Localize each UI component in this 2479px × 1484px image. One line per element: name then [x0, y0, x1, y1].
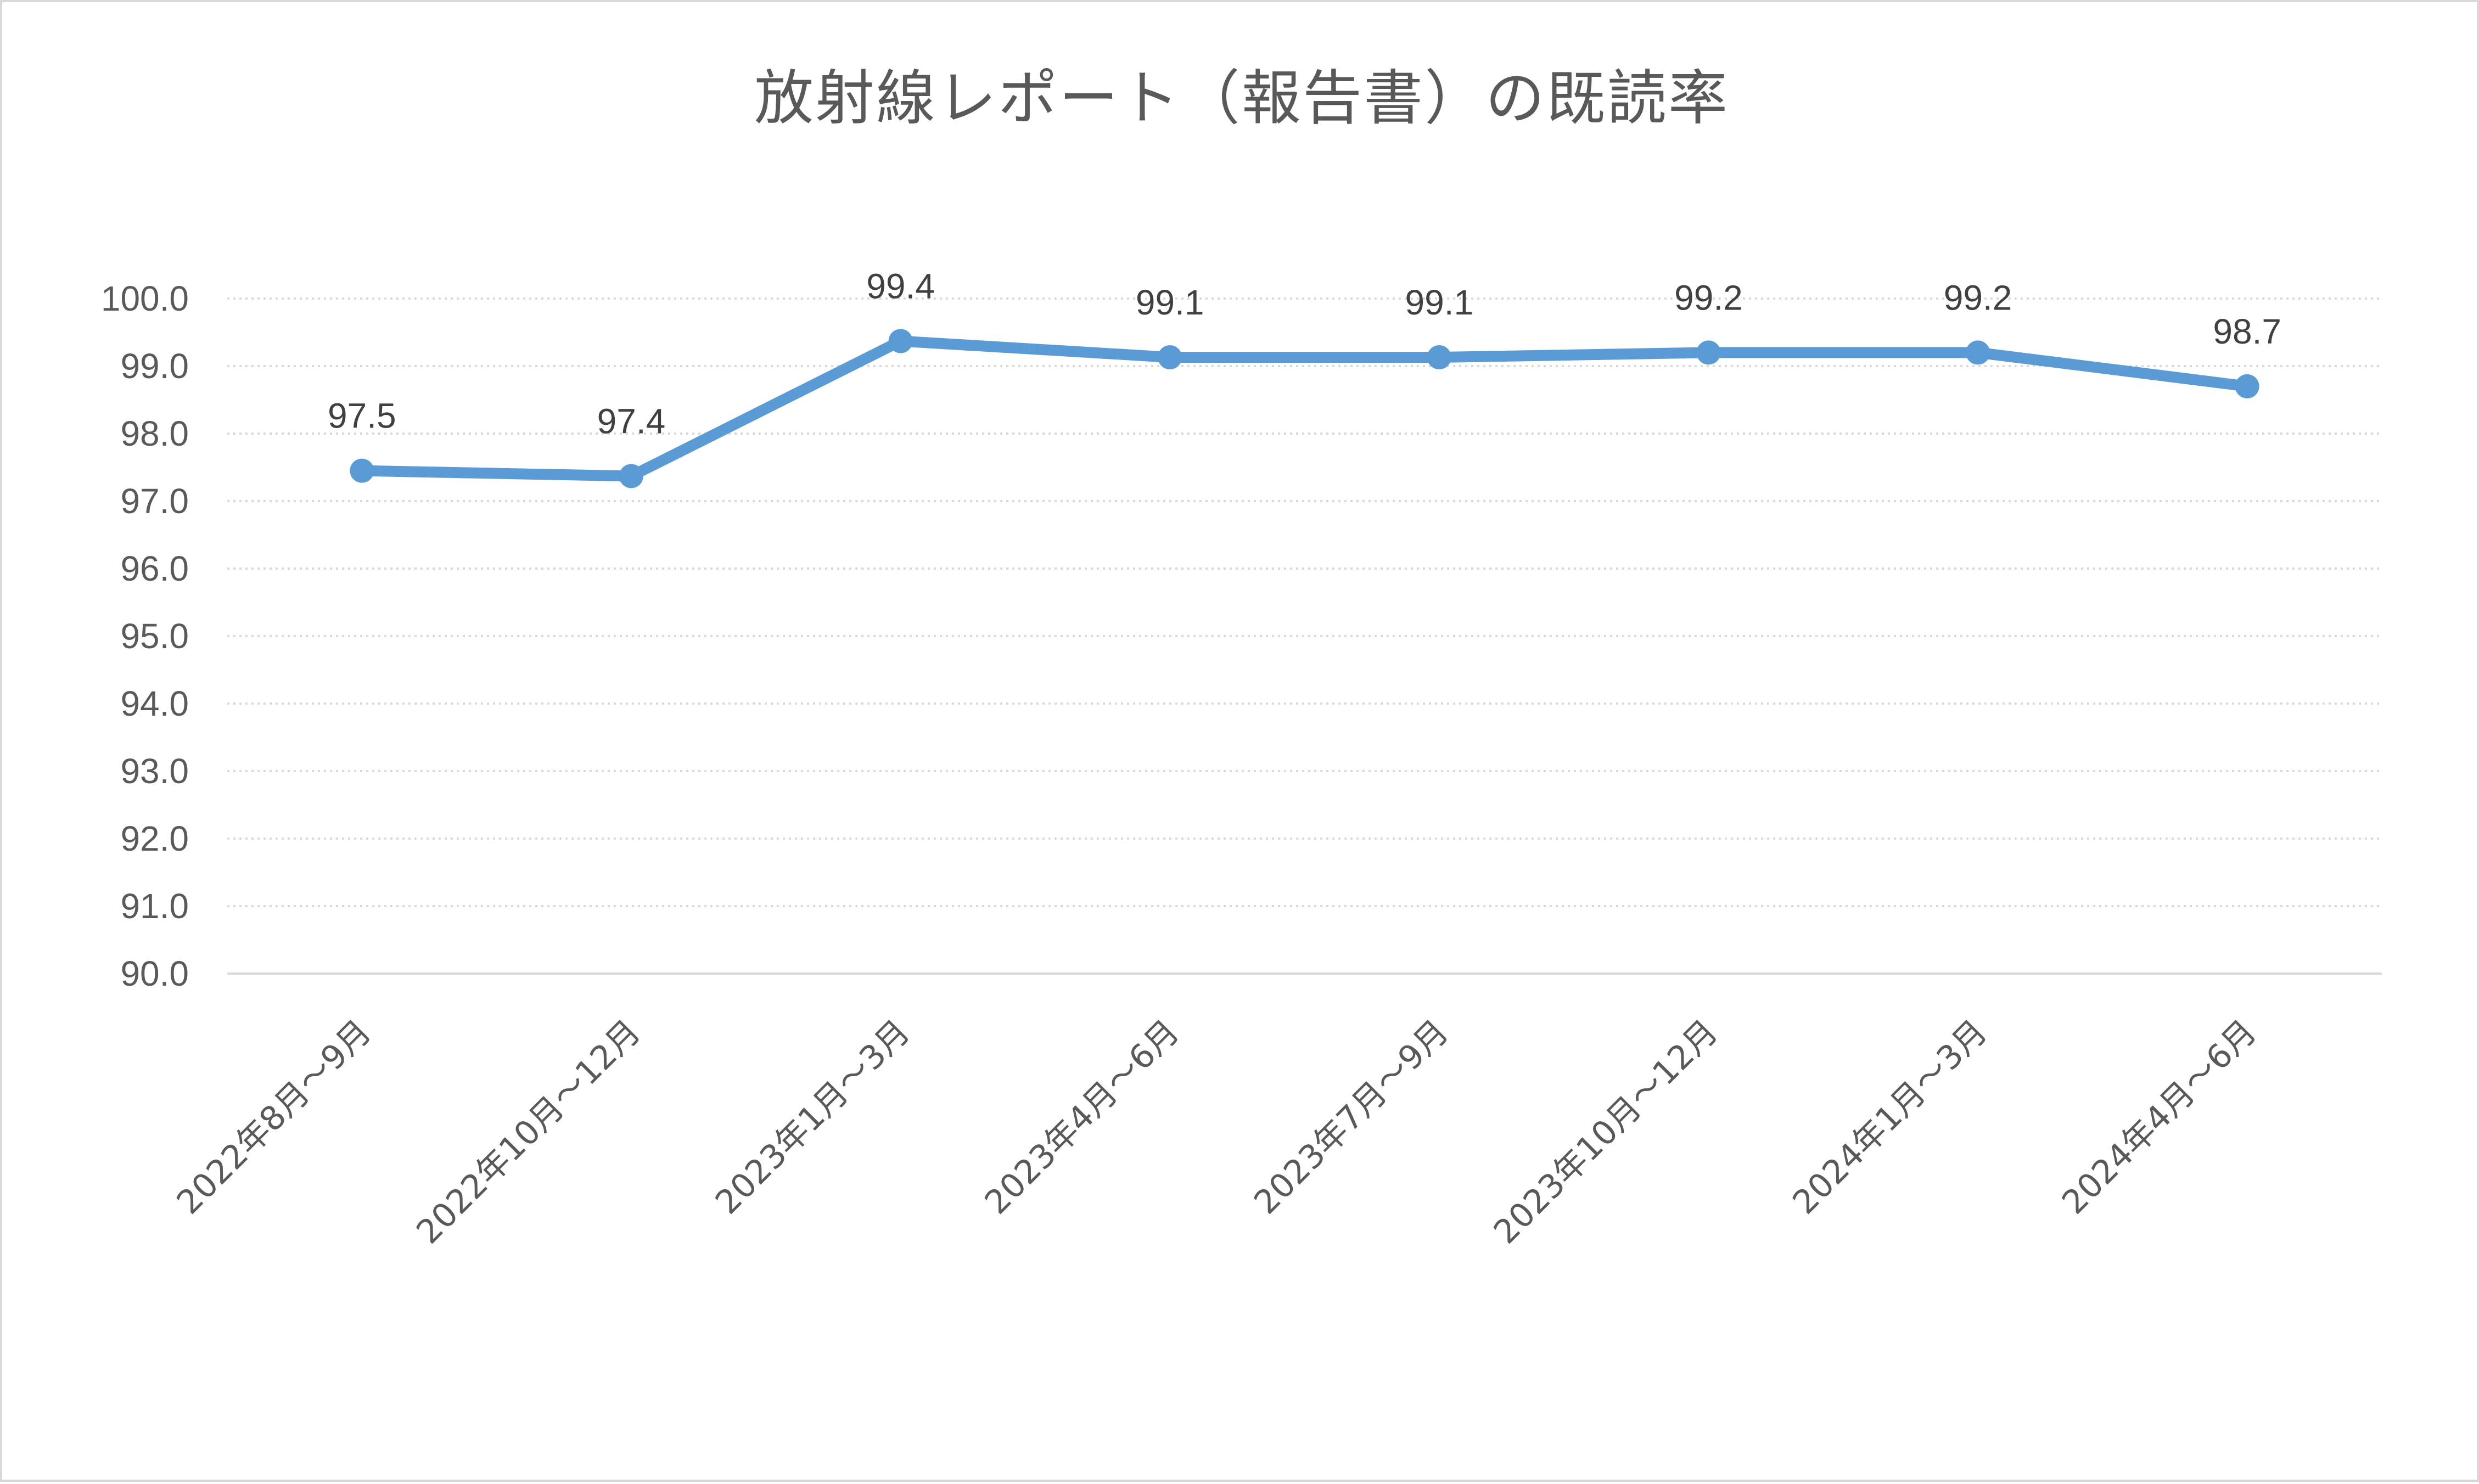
- y-tick-label: 98.0: [120, 414, 189, 453]
- y-tick-label: 94.0: [120, 684, 189, 723]
- y-tick-label: 96.0: [120, 549, 189, 588]
- data-label: 97.4: [597, 401, 666, 441]
- x-tick-label: 2023年7月～9月: [1247, 1013, 1456, 1222]
- data-point: [619, 464, 643, 488]
- y-tick-label: 92.0: [120, 819, 189, 858]
- y-tick-label: 93.0: [120, 751, 189, 791]
- y-tick-label: 100.0: [101, 279, 189, 318]
- y-tick-label: 97.0: [120, 481, 189, 521]
- y-tick-label: 90.0: [120, 954, 189, 993]
- data-point: [2235, 374, 2259, 398]
- y-tick-label: 95.0: [120, 616, 189, 656]
- x-tick-label: 2023年4月～6月: [978, 1013, 1187, 1222]
- series-line: [356, 335, 2253, 482]
- x-tick-label: 2023年1月～3月: [708, 1013, 917, 1222]
- data-label: 99.2: [1674, 278, 1743, 317]
- data-point: [1696, 340, 1721, 365]
- data-label: 99.2: [1944, 278, 2012, 317]
- x-tick-label: 2023年10月～12月: [1487, 1013, 1725, 1251]
- data-point: [888, 329, 913, 353]
- data-label: 99.1: [1136, 283, 1204, 322]
- data-point: [1427, 345, 1451, 370]
- chart-title: 放射線レポート（報告書）の既読率: [754, 64, 1729, 133]
- x-tick-label: 2022年10月～12月: [409, 1013, 648, 1251]
- y-tick-label: 99.0: [120, 346, 189, 386]
- data-point: [350, 458, 374, 483]
- data-label: 97.5: [328, 396, 396, 436]
- data-label: 99.1: [1405, 283, 1474, 322]
- y-tick-label: 91.0: [120, 886, 189, 926]
- data-point: [1158, 345, 1182, 370]
- data-point: [1966, 340, 1990, 365]
- data-label: 98.7: [2213, 312, 2281, 351]
- x-tick-label: 2022年8月～9月: [170, 1013, 379, 1222]
- x-tick-label: 2024年1月～3月: [1786, 1013, 1995, 1222]
- x-tick-label: 2024年4月～6月: [2055, 1013, 2264, 1222]
- data-label: 99.4: [866, 266, 935, 306]
